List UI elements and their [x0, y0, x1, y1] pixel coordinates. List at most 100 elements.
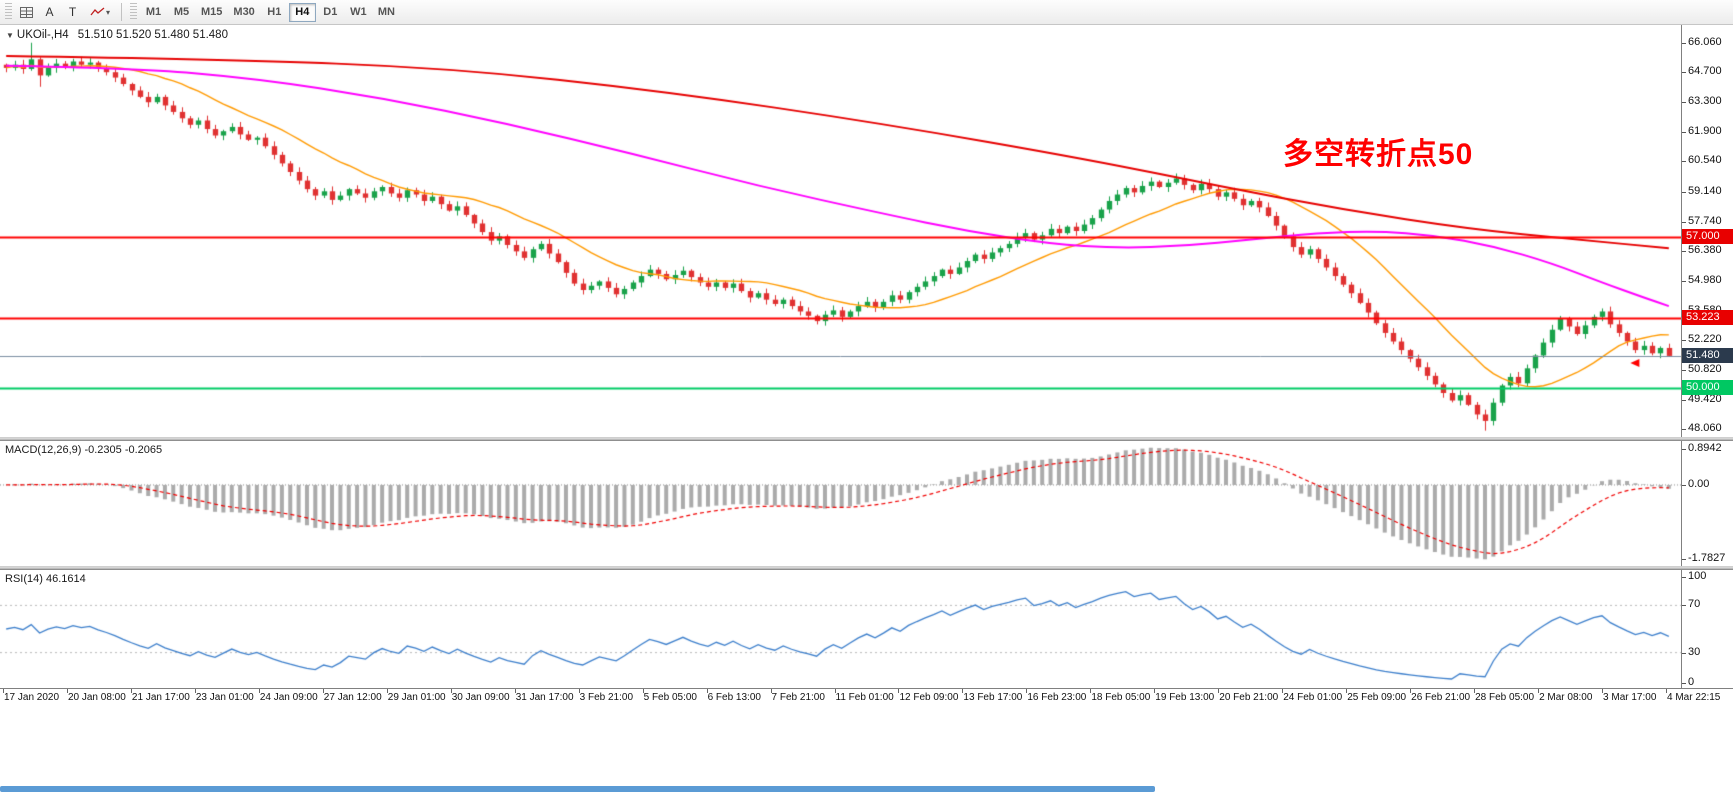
collapse-arrow-icon[interactable]: ▼ — [6, 31, 14, 40]
horizontal-scrollbar[interactable] — [0, 786, 1155, 792]
time-axis-tick — [834, 689, 836, 693]
time-axis-tick — [898, 689, 900, 693]
symbol-info: ▼ UKOil-,H4 51.510 51.520 51.480 51.480 — [6, 29, 228, 41]
rsi-canvas[interactable] — [0, 570, 1681, 688]
macd-canvas[interactable] — [0, 441, 1681, 566]
time-axis-label: 20 Feb 21:00 — [1219, 692, 1279, 703]
timeframe-group: M1 M5 M15 M30 H1 H4 D1 W1 MN — [140, 2, 400, 22]
price-axis[interactable]: 66.060 64.700 63.300 61.900 60.540 59.140 57.7… — [1681, 25, 1733, 437]
time-axis-tick — [1474, 689, 1476, 693]
time-axis-label: 20 Jan 08:00 — [67, 692, 126, 703]
line-studies-button[interactable]: ▾ — [84, 2, 116, 22]
bottom-area — [0, 704, 1733, 793]
panel-splitter-2[interactable] — [0, 566, 1733, 570]
timeframe-h1-button[interactable]: H1 — [261, 3, 288, 22]
macd-label: MACD(12,26,9) -0.2305 -0.2065 — [5, 444, 163, 456]
resistance-57-badge: 57.000 — [1682, 229, 1733, 245]
time-axis-tick — [1538, 689, 1540, 693]
time-axis[interactable]: 17 Jan 2020 20 Jan 08:00 21 Jan 17:00 23 Ja… — [0, 688, 1733, 704]
timeframe-d1-button[interactable]: D1 — [317, 3, 344, 22]
time-axis-tick — [514, 689, 516, 693]
timeframe-h4-button[interactable]: H4 — [288, 2, 316, 22]
time-axis-tick — [194, 689, 196, 693]
time-axis-tick — [1666, 689, 1667, 693]
time-axis-label: 5 Feb 05:00 — [643, 692, 697, 703]
time-axis-label: 3 Mar 17:00 — [1603, 692, 1657, 703]
rsi-axis-tick: 70 — [1681, 598, 1701, 611]
rsi-panel: RSI(14) 46.1614 100 70 30 0 — [0, 570, 1733, 688]
time-axis-label: 4 Mar 22:15 — [1667, 692, 1721, 703]
time-axis-tick — [1218, 689, 1220, 693]
price-axis-tick: 64.700 — [1682, 65, 1722, 78]
time-axis-tick — [130, 689, 132, 693]
time-axis-label: 17 Jan 2020 — [4, 692, 60, 703]
price-axis-tick: 61.900 — [1682, 125, 1722, 138]
chevron-down-icon: ▾ — [105, 7, 110, 17]
time-axis-label: 25 Feb 09:00 — [1347, 692, 1407, 703]
time-axis-label: 2 Mar 08:00 — [1539, 692, 1593, 703]
time-axis-tick — [1410, 689, 1412, 693]
time-axis-label: 21 Jan 17:00 — [131, 692, 190, 703]
annotation-text[interactable]: 多空转折点50 — [1283, 138, 1474, 171]
symbol-title: UKOil-,H4 — [16, 29, 69, 41]
timeframe-w1-button[interactable]: W1 — [345, 3, 372, 22]
price-axis-tick: 59.140 — [1682, 184, 1722, 197]
rsi-axis[interactable]: 100 70 30 0 — [1681, 570, 1733, 688]
macd-panel: MACD(12,26,9) -0.2305 -0.2065 0.8942 0.00… — [0, 441, 1733, 566]
ohlc-values: 51.510 51.520 51.480 51.480 — [77, 29, 228, 41]
time-axis-tick — [1602, 689, 1604, 693]
timeframe-m1-button[interactable]: M1 — [140, 3, 167, 22]
toolbar-separator — [121, 3, 122, 21]
time-axis-tick — [386, 689, 388, 693]
time-axis-label: 28 Feb 05:00 — [1475, 692, 1535, 703]
time-axis-label: 19 Feb 13:00 — [1155, 692, 1215, 703]
timeframe-mn-button[interactable]: MN — [373, 3, 400, 22]
time-axis-tick — [3, 689, 4, 693]
toolbar: A T ▾ M1 M5 M15 M30 H1 H4 D1 W1 MN — [0, 0, 1733, 25]
text-t-button[interactable]: T — [61, 2, 84, 22]
time-axis-label: 12 Feb 09:00 — [899, 692, 959, 703]
price-axis-tick: 66.060 — [1682, 36, 1722, 49]
time-axis-tick — [322, 689, 324, 693]
macd-axis-tick: 0.00 — [1681, 477, 1710, 490]
main-chart-canvas[interactable] — [0, 25, 1681, 437]
rsi-label: RSI(14) 46.1614 — [5, 573, 86, 585]
price-axis-tick: 48.060 — [1682, 422, 1722, 435]
time-axis-tick — [1026, 689, 1028, 693]
timeframe-toolbar-grip[interactable] — [130, 3, 137, 21]
time-axis-tick — [66, 689, 68, 693]
main-chart-panel: ▼ UKOil-,H4 51.510 51.520 51.480 51.480 多空… — [0, 25, 1733, 437]
timeframe-m5-button[interactable]: M5 — [168, 3, 195, 22]
time-axis-label: 7 Feb 21:00 — [771, 692, 825, 703]
timeframe-m30-button[interactable]: M30 — [228, 3, 259, 22]
time-axis-tick — [706, 689, 708, 693]
time-axis-label: 30 Jan 09:00 — [451, 692, 510, 703]
macd-axis-tick: -1.7827 — [1681, 552, 1726, 565]
toolbar-grip[interactable] — [5, 3, 12, 21]
time-axis-tick — [450, 689, 452, 693]
time-axis-tick — [1090, 689, 1092, 693]
time-axis-label: 6 Feb 13:00 — [707, 692, 761, 703]
time-axis-label: 11 Feb 01:00 — [835, 692, 894, 703]
price-axis-tick: 49.420 — [1682, 393, 1722, 406]
timeframe-m15-button[interactable]: M15 — [196, 3, 227, 22]
time-axis-tick — [1154, 689, 1156, 693]
time-axis-tick — [962, 689, 964, 693]
time-axis-label: 3 Feb 21:00 — [579, 692, 634, 703]
time-axis-label: 13 Feb 17:00 — [963, 692, 1023, 703]
time-axis-tick — [1346, 689, 1348, 693]
time-axis-label: 23 Jan 01:00 — [195, 692, 254, 703]
time-axis-label: 29 Jan 01:00 — [387, 692, 446, 703]
time-axis-label: 26 Feb 21:00 — [1411, 692, 1471, 703]
rsi-axis-tick: 30 — [1681, 645, 1701, 658]
polyline-icon — [90, 7, 105, 17]
label-a-button[interactable]: A — [38, 2, 61, 22]
price-axis-tick: 50.820 — [1682, 363, 1722, 376]
price-axis-tick: 57.740 — [1682, 214, 1722, 227]
chart-grid-icon-button[interactable] — [15, 2, 38, 22]
rsi-axis-tick: 0 — [1681, 676, 1695, 688]
macd-axis[interactable]: 0.8942 0.00 -1.7827 — [1681, 441, 1733, 566]
panel-splitter-1[interactable] — [0, 437, 1733, 441]
time-axis-label: 16 Feb 23:00 — [1027, 692, 1087, 703]
